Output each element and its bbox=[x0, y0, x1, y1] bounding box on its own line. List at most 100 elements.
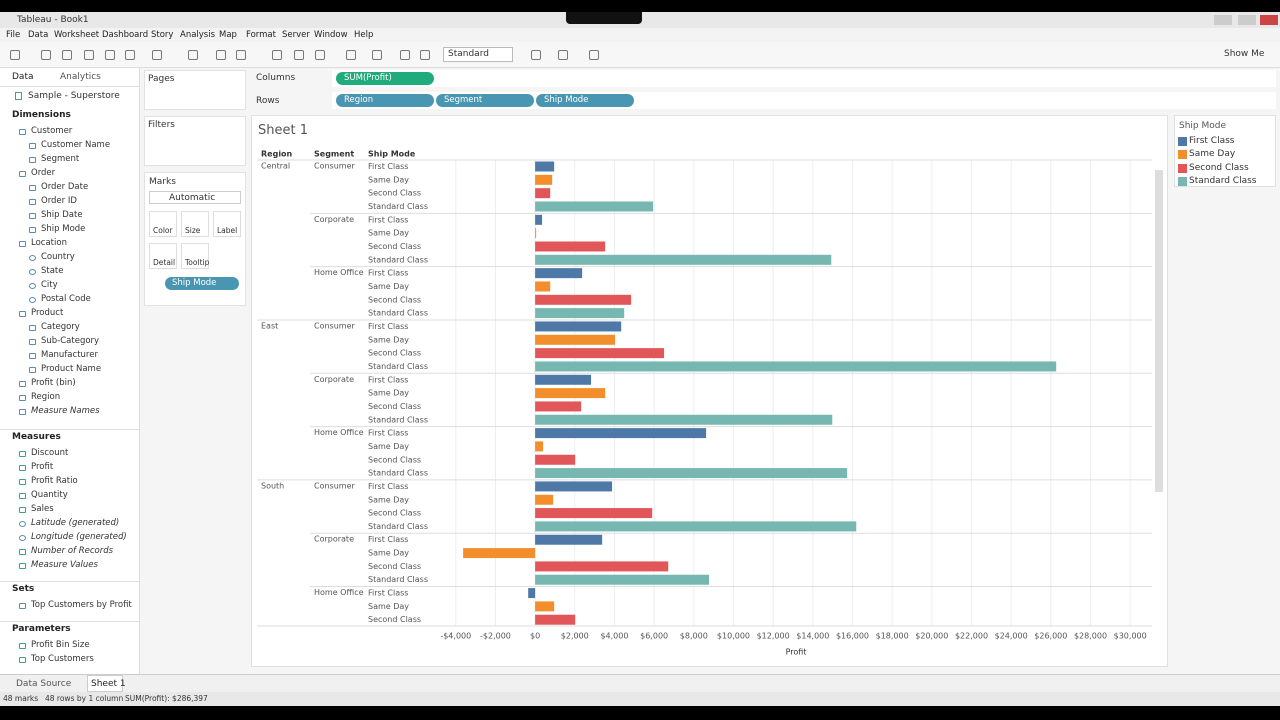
field[interactable]: Order bbox=[31, 168, 56, 178]
pane-tab[interactable]: Data bbox=[12, 72, 34, 82]
field[interactable]: Sub-Category bbox=[41, 336, 100, 346]
field[interactable]: Product Name bbox=[41, 364, 102, 374]
legend-label[interactable]: Second Class bbox=[1189, 162, 1249, 173]
field-icon bbox=[19, 381, 26, 387]
toolbar-icon[interactable] bbox=[216, 50, 226, 60]
toolbar-icon[interactable] bbox=[346, 50, 356, 60]
marks-pill[interactable]: Ship Mode bbox=[172, 278, 217, 288]
legend-label[interactable]: Standard Class bbox=[1189, 176, 1257, 187]
field[interactable]: Longitude (generated) bbox=[31, 532, 127, 542]
toolbar-icon[interactable] bbox=[294, 50, 304, 60]
mark-button[interactable] bbox=[149, 243, 177, 269]
field[interactable]: Profit (bin) bbox=[31, 378, 76, 388]
minimize[interactable] bbox=[1214, 15, 1232, 25]
field-icon bbox=[29, 283, 36, 289]
toolbar-icon[interactable] bbox=[125, 50, 135, 60]
field[interactable]: Ship Date bbox=[41, 210, 83, 220]
toolbar-icon[interactable] bbox=[62, 50, 72, 60]
field[interactable]: Profit bbox=[31, 462, 54, 472]
field[interactable]: Sales bbox=[31, 504, 54, 514]
columns-shelf bbox=[332, 70, 1276, 87]
toolbar-icon[interactable] bbox=[84, 50, 94, 60]
toolbar-icon[interactable] bbox=[589, 50, 599, 60]
menu-item[interactable]: Server bbox=[282, 30, 310, 40]
close[interactable] bbox=[1260, 15, 1278, 25]
menu-item[interactable]: File bbox=[6, 30, 21, 40]
toolbar-icon[interactable] bbox=[420, 50, 430, 60]
field[interactable]: Discount bbox=[31, 448, 69, 458]
field[interactable]: Top Customers bbox=[31, 654, 94, 664]
column-pill[interactable]: SUM(Profit) bbox=[336, 72, 434, 85]
field[interactable]: Region bbox=[31, 392, 61, 402]
toolbar-icon[interactable] bbox=[41, 50, 51, 60]
menu-item[interactable]: Window bbox=[314, 30, 348, 40]
legend-label[interactable]: First Class bbox=[1189, 136, 1235, 146]
field[interactable]: Product bbox=[31, 308, 64, 318]
x-tick-label: $20,000 bbox=[915, 632, 948, 641]
maximize[interactable] bbox=[1238, 15, 1256, 25]
toolbar-icon[interactable] bbox=[10, 50, 20, 60]
field[interactable]: Customer bbox=[31, 126, 73, 136]
data-source[interactable]: Sample - Superstore bbox=[28, 91, 120, 101]
tab[interactable]: Data Source bbox=[16, 679, 72, 689]
tab[interactable]: Sheet 1 bbox=[91, 679, 126, 689]
menu-item[interactable]: Map bbox=[219, 30, 237, 40]
toolbar-icon[interactable] bbox=[372, 50, 382, 60]
shelves: Columns Rows SUM(Profit) Region Segment Ship … bbox=[250, 68, 1280, 112]
field[interactable]: Top Customers by Profit bbox=[31, 600, 132, 610]
legend-label[interactable]: Same Day bbox=[1189, 149, 1236, 160]
field[interactable]: Ship Mode bbox=[41, 224, 86, 234]
field[interactable]: Latitude (generated) bbox=[31, 518, 120, 528]
mark-button[interactable] bbox=[181, 243, 209, 269]
toolbar-icon[interactable] bbox=[558, 50, 568, 60]
mark-button[interactable] bbox=[149, 211, 177, 237]
field[interactable]: Profit Bin Size bbox=[31, 640, 90, 650]
mark-button[interactable] bbox=[181, 211, 209, 237]
field[interactable]: Postal Code bbox=[41, 294, 91, 304]
mark-button[interactable] bbox=[213, 211, 241, 237]
marks-title: Marks bbox=[149, 177, 176, 187]
row-pill[interactable]: Region bbox=[336, 94, 434, 107]
menu-item[interactable]: Story bbox=[151, 30, 174, 40]
menu-item[interactable]: Format bbox=[246, 30, 276, 40]
field[interactable]: Country bbox=[41, 252, 75, 262]
x-tick-label: $22,000 bbox=[955, 632, 988, 641]
field[interactable]: Location bbox=[31, 238, 67, 248]
field[interactable]: Measure Values bbox=[31, 560, 98, 570]
tab-underline bbox=[0, 86, 140, 87]
field[interactable]: Number of Records bbox=[31, 546, 114, 556]
toolbar-icon[interactable] bbox=[531, 50, 541, 60]
toolbar-icon[interactable] bbox=[152, 50, 162, 60]
menu-item[interactable]: Dashboard bbox=[102, 30, 149, 40]
field[interactable]: Measure Names bbox=[31, 406, 100, 416]
row-pill[interactable]: Segment bbox=[436, 94, 534, 107]
field[interactable]: Segment bbox=[41, 154, 80, 164]
field[interactable]: State bbox=[41, 266, 64, 276]
mark-type-dropdown[interactable] bbox=[149, 191, 241, 204]
menu-item[interactable]: Worksheet bbox=[54, 30, 100, 40]
field[interactable]: Quantity bbox=[31, 490, 68, 500]
field[interactable]: Manufacturer bbox=[41, 350, 98, 360]
field[interactable]: Customer Name bbox=[41, 140, 111, 150]
field[interactable]: Profit Ratio bbox=[31, 476, 78, 486]
field[interactable]: City bbox=[41, 280, 58, 290]
field[interactable]: Category bbox=[41, 322, 80, 332]
field-icon bbox=[29, 353, 36, 359]
row-pill[interactable]: Ship Mode bbox=[536, 94, 634, 107]
toolbar-icon[interactable] bbox=[236, 50, 246, 60]
menu-item[interactable]: Analysis bbox=[180, 30, 216, 40]
bar bbox=[535, 508, 653, 519]
menu-item[interactable]: Help bbox=[354, 30, 374, 40]
toolbar-icon[interactable] bbox=[400, 50, 410, 60]
menu-item[interactable]: Data bbox=[28, 30, 49, 40]
pane-tab[interactable]: Analytics bbox=[60, 72, 101, 82]
toolbar-icon[interactable] bbox=[105, 50, 115, 60]
show-me[interactable]: Show Me bbox=[1224, 49, 1265, 59]
field[interactable]: Order Date bbox=[41, 182, 89, 192]
toolbar-icon[interactable] bbox=[272, 50, 282, 60]
ship-mode-label: Second Class bbox=[368, 509, 421, 518]
toolbar-icon[interactable] bbox=[315, 50, 325, 60]
fit-dropdown[interactable] bbox=[443, 47, 513, 62]
toolbar-icon[interactable] bbox=[188, 50, 198, 60]
field[interactable]: Order ID bbox=[41, 196, 77, 206]
